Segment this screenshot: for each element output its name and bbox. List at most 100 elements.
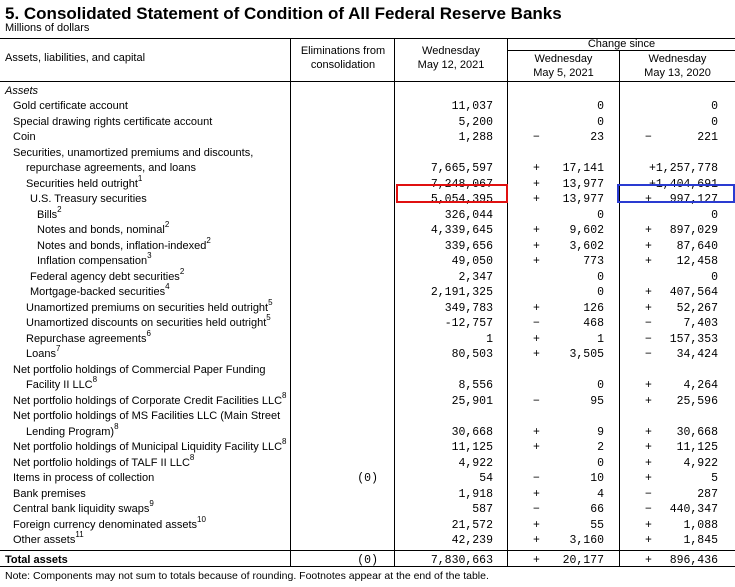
row-change-1: 4	[597, 487, 604, 501]
footnote-ref: 8	[282, 437, 287, 447]
row-label: Securities held outright1	[26, 173, 143, 190]
footnote-ref: 4	[165, 282, 170, 292]
row-change-1: 1	[597, 332, 604, 346]
row-change-2: 4,922	[683, 456, 718, 470]
footnote-ref: 2	[164, 220, 170, 230]
row-value: 1	[486, 332, 493, 346]
row-sign-1: +	[533, 332, 540, 346]
row-sign-1: +	[533, 255, 540, 268]
row-change-2: 407,564	[669, 286, 718, 299]
total-elim: (0)	[357, 554, 378, 567]
row-change-2: 0	[711, 115, 718, 129]
row-label: Net portfolio holdings of Corporate Cred…	[13, 390, 287, 407]
row-sign-1: −	[533, 503, 540, 516]
row-change-1: 0	[597, 208, 604, 222]
row-value: 25,901	[451, 394, 493, 408]
row-sign-1: −	[533, 131, 540, 144]
row-change-1: 3,160	[569, 534, 604, 547]
row-value: 1,918	[458, 487, 493, 501]
row-change-1: 3,505	[569, 348, 604, 361]
row-label: Bank premises	[13, 487, 86, 500]
row-label: Federal agency debt securities2	[30, 266, 185, 283]
footnote-ref: 3	[147, 251, 152, 261]
row-label: Coin	[13, 131, 36, 143]
header-change-col1-date: May 5, 2021	[533, 67, 594, 79]
footnote: Note: Components may not sum to totals b…	[5, 570, 489, 582]
row-sign-2: +	[645, 239, 652, 253]
header-label: Assets, liabilities, and capital	[5, 52, 146, 64]
row-change-2: 897,029	[669, 224, 718, 237]
row-label: Loans7	[26, 344, 61, 360]
section-heading: Assets	[5, 85, 39, 97]
row-sign-2: −	[645, 348, 652, 361]
row-sign-2: +	[645, 456, 652, 470]
row-sign-1: +	[533, 534, 540, 547]
row-change-1: 468	[583, 317, 604, 330]
row-label: Central bank liquidity swaps9	[13, 499, 154, 515]
row-change-1: 0	[597, 100, 604, 113]
row-label: Facility II LLC8	[26, 375, 98, 391]
footnote-ref: 5	[266, 313, 271, 323]
highlight-box-blue	[617, 184, 735, 203]
row-sign-2: +	[645, 534, 652, 547]
row-sign-1: +	[533, 162, 540, 175]
row-change-2: 5	[711, 472, 718, 485]
row-change-1: 13,977	[562, 193, 604, 206]
row-label: Mortgage-backed securities4	[30, 282, 170, 298]
row-change-2: 87,640	[676, 239, 718, 253]
footnote-ref: 8	[189, 452, 195, 462]
header-change-col2: Wednesday	[648, 53, 707, 65]
row-sign-1: −	[533, 317, 540, 330]
row-sign-2: +	[645, 286, 652, 299]
row-change-1: 2	[597, 441, 604, 454]
row-value: 5,200	[458, 115, 493, 129]
row-change-2: 12,458	[676, 255, 718, 268]
row-value: 80,503	[451, 348, 493, 361]
row-change-1: 95	[590, 394, 604, 408]
row-value: 49,050	[451, 255, 493, 268]
header-wednesday: Wednesday	[422, 45, 480, 57]
row-label: repurchase agreements, and loans	[26, 162, 196, 174]
footnote-ref: 11	[75, 530, 84, 540]
row-label: U.S. Treasury securities	[30, 193, 147, 205]
row-value: 4,922	[458, 456, 493, 470]
row-value: 7,665,597	[430, 162, 493, 175]
total-change-2: 896,436	[669, 554, 718, 567]
row-change-2: 11,125	[676, 441, 718, 454]
row-eliminations: (0)	[357, 472, 378, 485]
row-sign-2: +	[645, 518, 652, 532]
row-change-1: 9,602	[569, 224, 604, 237]
row-label: Gold certificate account	[13, 100, 128, 112]
row-change-1: 10	[590, 472, 604, 485]
row-value: 2,191,325	[430, 286, 493, 299]
row-change-2: 4,264	[683, 379, 718, 392]
row-sign-1: +	[533, 487, 540, 501]
row-change-1: 23	[590, 131, 604, 144]
row-change-2: 0	[711, 208, 718, 222]
footnote-ref: 8	[282, 390, 287, 400]
row-change-1: 0	[597, 286, 604, 299]
row-value: 349,783	[444, 301, 493, 315]
row-label: Securities, unamortized premiums and dis…	[13, 146, 254, 159]
row-change-2: 0	[711, 100, 718, 113]
row-value: 42,239	[451, 534, 493, 547]
row-change-1: 17,141	[562, 162, 604, 175]
row-sign-1: +	[533, 177, 540, 191]
row-change-2: 52,267	[676, 301, 718, 315]
row-change-1: 0	[597, 379, 604, 392]
row-label: Net portfolio holdings of Municipal Liqu…	[13, 437, 287, 453]
row-value: 30,668	[451, 425, 493, 439]
footnote-ref: 9	[149, 499, 154, 509]
row-value: 4,339,645	[430, 224, 493, 237]
footnote-ref: 1	[137, 173, 143, 183]
total-sign-2: +	[645, 554, 652, 567]
row-change-2: 30,668	[676, 425, 718, 439]
highlight-box-red	[396, 184, 508, 203]
row-label: Net portfolio holdings of TALF II LLC8	[13, 452, 195, 469]
row-sign-1: +	[533, 224, 540, 237]
row-label: Net portfolio holdings of Commercial Pap…	[13, 363, 266, 376]
row-change-2: +1,257,778	[648, 162, 718, 175]
row-sign-2: +	[645, 441, 652, 454]
row-sign-1: −	[533, 472, 540, 485]
row-label: Other assets11	[13, 530, 84, 546]
